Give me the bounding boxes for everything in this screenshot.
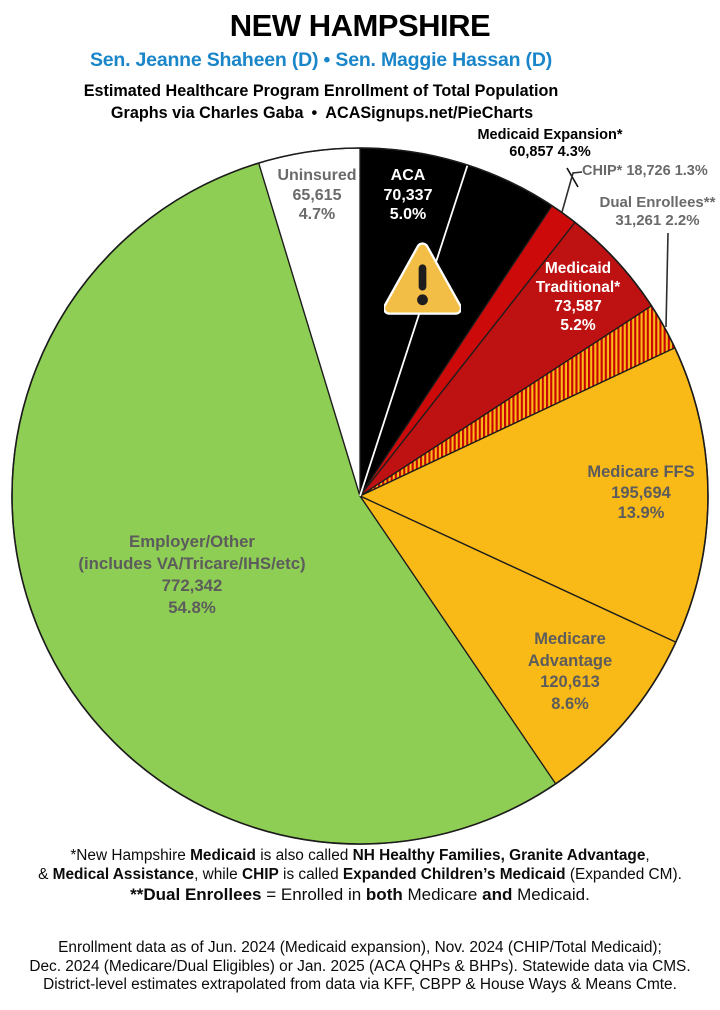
- slice-pct: 5.2%: [560, 317, 596, 334]
- slice-value: 60,857: [509, 143, 554, 160]
- callout-dual-enrollees: Dual Enrollees** 31,261 2.2%: [570, 194, 720, 230]
- slice-name: CHIP*: [582, 163, 623, 179]
- chart-subtitle: Estimated Healthcare Program Enrollment …: [83, 82, 559, 100]
- slice-pct: 54.8%: [168, 598, 216, 617]
- slice-pct: 8.6%: [551, 694, 589, 713]
- slice-label-aca: ACA 70,337 5.0%: [348, 166, 468, 225]
- slice-value-pct: 60,857 4.3%: [450, 144, 650, 161]
- slice-label-medicaid-traditional: Medicaid Traditional* 73,587 5.2%: [518, 259, 638, 335]
- footnotes-block: *New Hampshire Medicaid is also called N…: [0, 847, 720, 905]
- slice-name: Medicaid Expansion*: [477, 127, 623, 143]
- warning-icon-wrapper: [382, 242, 463, 316]
- footnote-line-3: **Dual Enrollees = Enrolled in both Medi…: [130, 885, 590, 905]
- slice-value: 65,615: [292, 186, 342, 204]
- callout-medicaid-expansion: Medicaid Expansion* 60,857 4.3%: [450, 127, 650, 161]
- slice-value: 18,726: [626, 163, 671, 179]
- pie-slices: [11, 147, 709, 845]
- slice-name: ACA: [390, 167, 426, 184]
- slice-pct: 4.3%: [557, 143, 591, 160]
- slice-label-employer-other: Employer/Other (includes VA/Tricare/IHS/…: [62, 531, 322, 619]
- credit-line: Graphs via Charles Gaba • ACASignups.net…: [110, 104, 534, 122]
- pie-outline: [11, 147, 709, 845]
- slice-label-uninsured: Uninsured 65,615 4.7%: [247, 166, 387, 225]
- slice-name: Uninsured: [277, 167, 357, 184]
- slice-divider-white: [359, 164, 469, 497]
- slice-name: Medicare Advantage: [527, 630, 613, 670]
- slice-pct: 5.0%: [389, 206, 427, 223]
- leader-line-chip: [561, 171, 583, 213]
- slice-value: 73,587: [554, 298, 602, 315]
- slice-name: Medicaid Traditional*: [535, 260, 621, 296]
- slice-value: 31,261: [615, 211, 662, 229]
- slice-pct: 13.9%: [617, 504, 665, 522]
- source-line-1: Enrollment data as of Jun. 2024 (Medicai…: [58, 939, 662, 956]
- senators-line: Sen. Jeanne Shaheen (D) • Sen. Maggie Ha…: [89, 49, 553, 71]
- slice-value: 772,342: [161, 576, 223, 595]
- source-block: Enrollment data as of Jun. 2024 (Medicai…: [0, 939, 720, 995]
- slice-name: Medicare FFS: [587, 463, 695, 481]
- slice-value: 195,694: [611, 483, 671, 502]
- slice-pct: 1.3%: [674, 163, 708, 179]
- callout-chip: CHIP* 18,726 1.3%: [582, 163, 708, 179]
- footnote-line-2: & Medical Assistance, while CHIP is call…: [38, 865, 682, 883]
- warning-icon: [382, 242, 463, 315]
- leader-line-dual-enrollees: [665, 232, 669, 328]
- slice-value-pct: 31,261 2.2%: [570, 212, 720, 230]
- source-line-2: Dec. 2024 (Medicare/Dual Eligibles) or J…: [29, 957, 691, 975]
- footnote-line-1: *New Hampshire Medicaid is also called N…: [70, 847, 650, 864]
- slice-pct: 2.2%: [665, 211, 700, 229]
- source-line-3: District-level estimates extrapolated fr…: [43, 976, 677, 994]
- slice-value: 120,613: [540, 673, 600, 691]
- slice-label-medicare-ffs: Medicare FFS 195,694 13.9%: [571, 462, 711, 524]
- slice-value: 70,337: [383, 186, 433, 204]
- slice-pct: 4.7%: [298, 206, 336, 223]
- slice-subname: (includes VA/Tricare/IHS/etc): [78, 554, 306, 573]
- page-title: NEW HAMPSHIRE: [229, 8, 491, 43]
- slice-label-medicare-advantage: Medicare Advantage 120,613 8.6%: [505, 629, 635, 715]
- slice-name: Dual Enrollees**: [599, 194, 716, 211]
- slice-name: Employer/Other: [129, 532, 255, 551]
